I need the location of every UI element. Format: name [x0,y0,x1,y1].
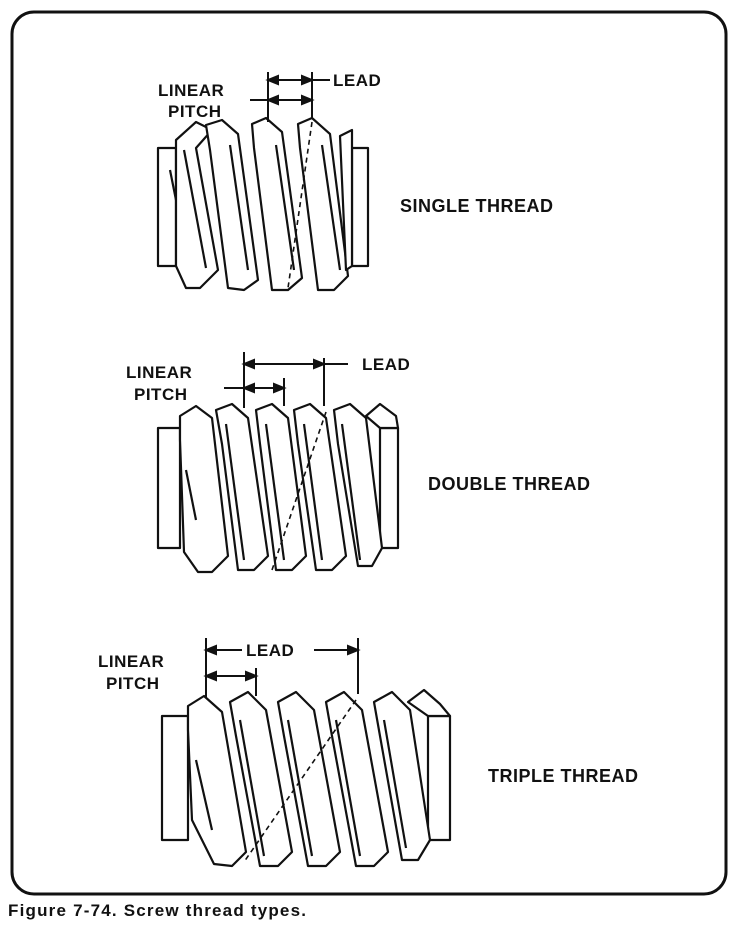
triple-pitch-label: PITCH [106,674,160,693]
single-pitch-label: PITCH [168,102,222,121]
triple-lead-label: LEAD [246,641,294,660]
single-thread-title: SINGLE THREAD [400,196,554,216]
triple-thread-dimensions [203,638,361,698]
double-thread-dimensions [224,352,348,408]
double-thread-title: DOUBLE THREAD [428,474,591,494]
single-thread-screw [156,116,370,292]
figure-caption: Figure 7-74. Screw thread types. [8,901,308,920]
single-thread-dimensions [250,72,330,122]
single-linear-label: LINEAR [158,81,224,100]
double-linear-label: LINEAR [126,363,192,382]
double-thread-screw [156,402,400,574]
triple-linear-label: LINEAR [98,652,164,671]
triple-thread-screw [160,688,452,868]
single-lead-label: LEAD [333,71,381,90]
single-thread-hidden-line [287,121,313,289]
triple-thread-title: TRIPLE THREAD [488,766,639,786]
double-lead-label: LEAD [362,355,410,374]
triple-thread-hidden-line [243,699,357,863]
double-pitch-label: PITCH [134,385,188,404]
double-thread-hidden-line [271,411,327,571]
figure-frame [10,10,728,896]
